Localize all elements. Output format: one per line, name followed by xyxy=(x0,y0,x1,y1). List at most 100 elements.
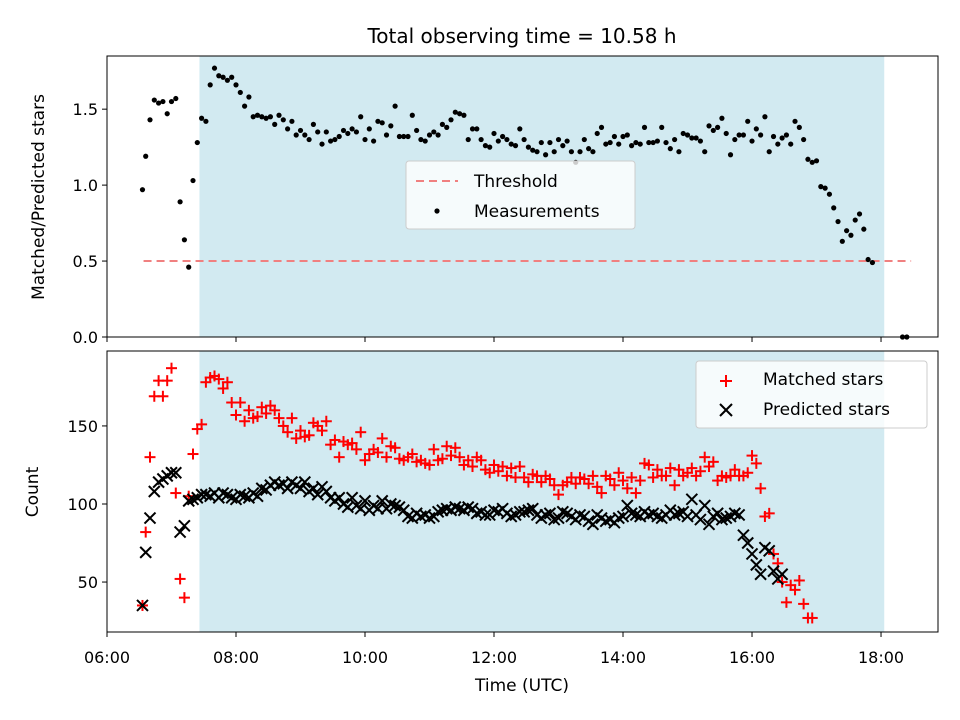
matched-point xyxy=(587,470,599,482)
predicted-point xyxy=(376,494,389,508)
matched-point xyxy=(497,461,509,473)
measurement-point xyxy=(637,141,643,147)
predicted-point xyxy=(767,564,780,578)
measurement-point xyxy=(375,118,381,124)
matched-point xyxy=(161,375,173,387)
predicted-point-b xyxy=(694,513,707,526)
predicted-point-b xyxy=(767,564,780,578)
matched-point xyxy=(763,507,775,519)
predicted-point xyxy=(148,485,161,498)
predicted-point xyxy=(539,508,552,522)
predicted-point-b xyxy=(341,500,355,514)
predicted-point xyxy=(169,466,183,479)
predicted-point xyxy=(775,568,789,581)
measurement-point xyxy=(233,82,239,88)
predicted-point-b xyxy=(556,505,570,519)
measurement-point xyxy=(783,132,790,138)
predicted-point xyxy=(358,494,372,508)
matched-point xyxy=(389,442,401,454)
measurement-point xyxy=(745,118,751,124)
measurement-point xyxy=(224,77,231,83)
measurement-point xyxy=(482,143,489,149)
matched-point xyxy=(535,476,547,488)
measurement-point xyxy=(242,103,248,109)
measurement-point xyxy=(839,238,845,244)
measurement-point xyxy=(310,121,317,127)
predicted-point-b xyxy=(625,507,638,520)
matched-point xyxy=(157,390,169,402)
top-legend: Threshold Measurements xyxy=(405,160,636,230)
measurement-point xyxy=(315,129,321,135)
matched-point xyxy=(166,362,178,374)
measurement-point xyxy=(629,143,635,149)
x-tick-label: 12:00 xyxy=(471,648,517,667)
predicted-point-b xyxy=(376,494,389,508)
x-tick-label: 18:00 xyxy=(858,648,904,667)
matched-point xyxy=(522,476,534,488)
top-y-ticks: 0.0 0.5 1.0 1.5 xyxy=(73,100,107,347)
measurement-point xyxy=(332,136,338,143)
predicted-point xyxy=(234,488,247,501)
predicted-point-b xyxy=(225,491,238,504)
predicted-point-b xyxy=(745,547,759,561)
predicted-point-b xyxy=(136,599,149,612)
measurement-point xyxy=(207,82,213,88)
measurement-point xyxy=(263,115,269,121)
predicted-point xyxy=(698,499,711,512)
matched-point xyxy=(381,451,393,463)
predicted-point-b xyxy=(616,510,630,523)
measurement-point xyxy=(293,132,299,138)
measurement-point xyxy=(173,95,179,102)
predicted-point xyxy=(694,513,707,526)
matched-point xyxy=(793,574,805,586)
measurement-point xyxy=(336,133,342,140)
measurement-point xyxy=(689,135,695,141)
matched-point xyxy=(239,415,251,427)
matched-point xyxy=(694,465,706,477)
predicted-point-b xyxy=(238,489,251,503)
measurement-point xyxy=(702,149,708,155)
measurement-point xyxy=(723,130,729,137)
predicted-point-b xyxy=(251,489,264,503)
measurement-point xyxy=(465,136,471,143)
matched-point xyxy=(686,462,698,474)
matched-point xyxy=(604,473,616,485)
measurement-point xyxy=(758,132,764,138)
measurement-point xyxy=(302,132,308,138)
measurement-point xyxy=(534,149,540,155)
predicted-point xyxy=(737,529,750,542)
predicted-point-b xyxy=(320,485,333,498)
measurement-point xyxy=(160,98,166,105)
measurement-point xyxy=(220,74,226,80)
y-tick-label: 1.5 xyxy=(73,100,98,119)
measurement-point xyxy=(392,103,398,109)
measurement-point xyxy=(396,133,403,140)
predicted-point xyxy=(556,505,570,519)
predicted-point-b xyxy=(487,504,501,517)
measurement-point xyxy=(164,111,170,117)
measurement-point xyxy=(848,232,854,238)
measurement-point xyxy=(697,138,704,144)
predicted-point xyxy=(431,505,445,519)
matched-point xyxy=(273,412,285,424)
matched-point xyxy=(290,432,302,444)
matched-point xyxy=(277,420,289,432)
matched-point xyxy=(608,479,620,491)
measurement-point xyxy=(147,117,153,123)
matched-point xyxy=(406,448,418,460)
measurement-point xyxy=(693,135,699,141)
predicted-point-b xyxy=(281,482,294,495)
bottom-panel: 50 100 150 06:00 08:00 10:00 12:00 14:00 16:00 1… xyxy=(23,350,939,696)
measurement-point xyxy=(405,133,411,140)
predicted-point xyxy=(255,482,269,495)
measurement-point xyxy=(491,130,497,137)
measurement-point xyxy=(383,132,390,138)
measurement-point xyxy=(555,136,562,143)
predicted-point-b xyxy=(685,493,699,506)
matched-point xyxy=(217,382,229,394)
predicted-point-b xyxy=(702,518,716,531)
measurement-point xyxy=(431,129,437,135)
measurement-point xyxy=(478,136,484,143)
predicted-point-b xyxy=(148,485,161,498)
